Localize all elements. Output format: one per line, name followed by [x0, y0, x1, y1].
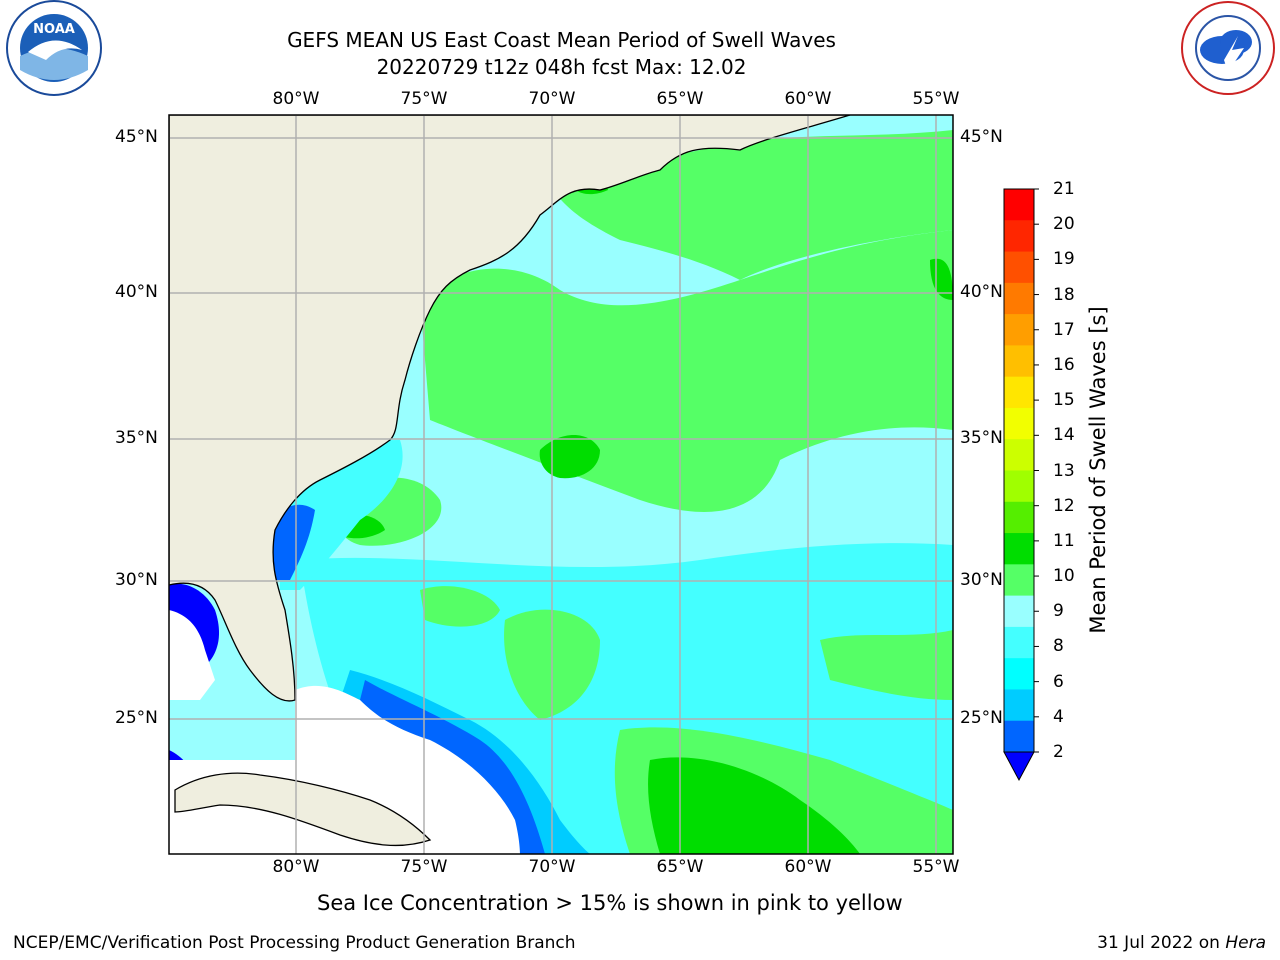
colorbar-swatch: [1004, 501, 1034, 534]
colorbar-swatch: [1004, 282, 1034, 315]
colorbar-tick-label: 15: [1053, 390, 1075, 411]
footer-date: 31 Jul 2022 on Hera: [1097, 933, 1266, 953]
colorbar-tick-label: 14: [1053, 425, 1075, 446]
lat-label-left: 25°N: [115, 708, 158, 728]
footer-credit: NCEP/EMC/Verification Post Processing Pr…: [13, 933, 576, 953]
lon-label-top: 70°W: [528, 89, 576, 109]
map-frame: [168, 114, 954, 855]
colorbar-swatch: [1004, 720, 1034, 753]
colorbar-tick-label: 13: [1053, 460, 1075, 481]
colorbar-swatch: [1004, 564, 1034, 597]
lon-label-bottom: 65°W: [656, 857, 704, 877]
colorbar-tick-label: 21: [1053, 179, 1075, 199]
colorbar-swatch: [1004, 595, 1034, 628]
colorbar-swatch: [1004, 626, 1034, 659]
colorbar-extend-arrow: [1003, 751, 1035, 782]
noaa-logo-text: NOAA: [33, 22, 75, 37]
lat-label-right: 30°N: [960, 570, 1003, 590]
sea-ice-note: Sea Ice Concentration > 15% is shown in …: [317, 891, 903, 915]
colorbar-swatch: [1004, 189, 1034, 221]
colorbar-swatch: [1004, 314, 1034, 346]
graticule: [169, 115, 953, 854]
colorbar-tick-label: 19: [1053, 249, 1075, 270]
colorbar-tick-label: 2: [1053, 742, 1064, 762]
lon-label-bottom: 70°W: [528, 857, 576, 877]
nws-logo: [1181, 1, 1275, 95]
footer-host: Hera: [1225, 933, 1266, 953]
lat-label-right: 25°N: [960, 708, 1003, 728]
lon-label-top: 80°W: [272, 89, 320, 109]
colorbar-tick-label: 16: [1053, 354, 1075, 375]
colorbar-swatch: [1004, 533, 1034, 565]
lon-label-bottom: 60°W: [784, 857, 832, 877]
lon-label-top: 65°W: [656, 89, 704, 109]
colorbar-tick-label: 4: [1053, 706, 1064, 727]
lat-label-right: 35°N: [960, 428, 1003, 448]
colorbar-swatch: [1004, 220, 1034, 253]
colorbar-tick-label: 11: [1053, 530, 1075, 551]
colorbar-label: Mean Period of Swell Waves [s]: [1086, 306, 1110, 634]
lon-label-bottom: 80°W: [272, 857, 320, 877]
lon-label-bottom: 75°W: [400, 857, 448, 877]
colorbar-swatch: [1004, 470, 1034, 503]
lon-label-top: 75°W: [400, 89, 448, 109]
lon-label-top: 60°W: [784, 89, 832, 109]
footer-date-text: 31 Jul 2022 on: [1097, 933, 1226, 953]
colorbar-swatch: [1004, 407, 1034, 440]
lat-label-left: 40°N: [115, 282, 158, 302]
colorbar-tick-label: 18: [1053, 284, 1075, 305]
colorbar-tick-label: 10: [1053, 566, 1075, 587]
lon-label-bottom: 55°W: [912, 857, 960, 877]
colorbar-swatch: [1004, 251, 1034, 284]
lon-label-top: 55°W: [912, 89, 960, 109]
lat-label-left: 35°N: [115, 428, 158, 448]
swell-period-field: [169, 115, 953, 854]
lat-label-left: 30°N: [115, 570, 158, 590]
colorbar-tick-label: 20: [1053, 214, 1075, 235]
chart-subtitle: 20220729 t12z 048h fcst Max: 12.02: [376, 55, 747, 79]
colorbar: [1003, 188, 1039, 782]
colorbar-swatch: [1004, 689, 1034, 722]
colorbar-tick-label: 12: [1053, 495, 1075, 516]
colorbar-swatch: [1004, 439, 1034, 471]
lat-label-right: 45°N: [960, 127, 1003, 147]
chart-title: GEFS MEAN US East Coast Mean Period of S…: [287, 28, 836, 52]
colorbar-swatch: [1004, 345, 1034, 378]
colorbar-swatch: [1004, 658, 1034, 690]
colorbar-tick-label: 8: [1053, 636, 1064, 657]
noaa-logo: NOAA: [6, 0, 102, 96]
colorbar-swatch: [1004, 376, 1034, 409]
colorbar-tick-label: 9: [1053, 601, 1064, 622]
colorbar-tick-label: 6: [1053, 671, 1064, 692]
colorbar-tick-label: 17: [1053, 319, 1075, 340]
lat-label-right: 40°N: [960, 282, 1003, 302]
lat-label-left: 45°N: [115, 127, 158, 147]
